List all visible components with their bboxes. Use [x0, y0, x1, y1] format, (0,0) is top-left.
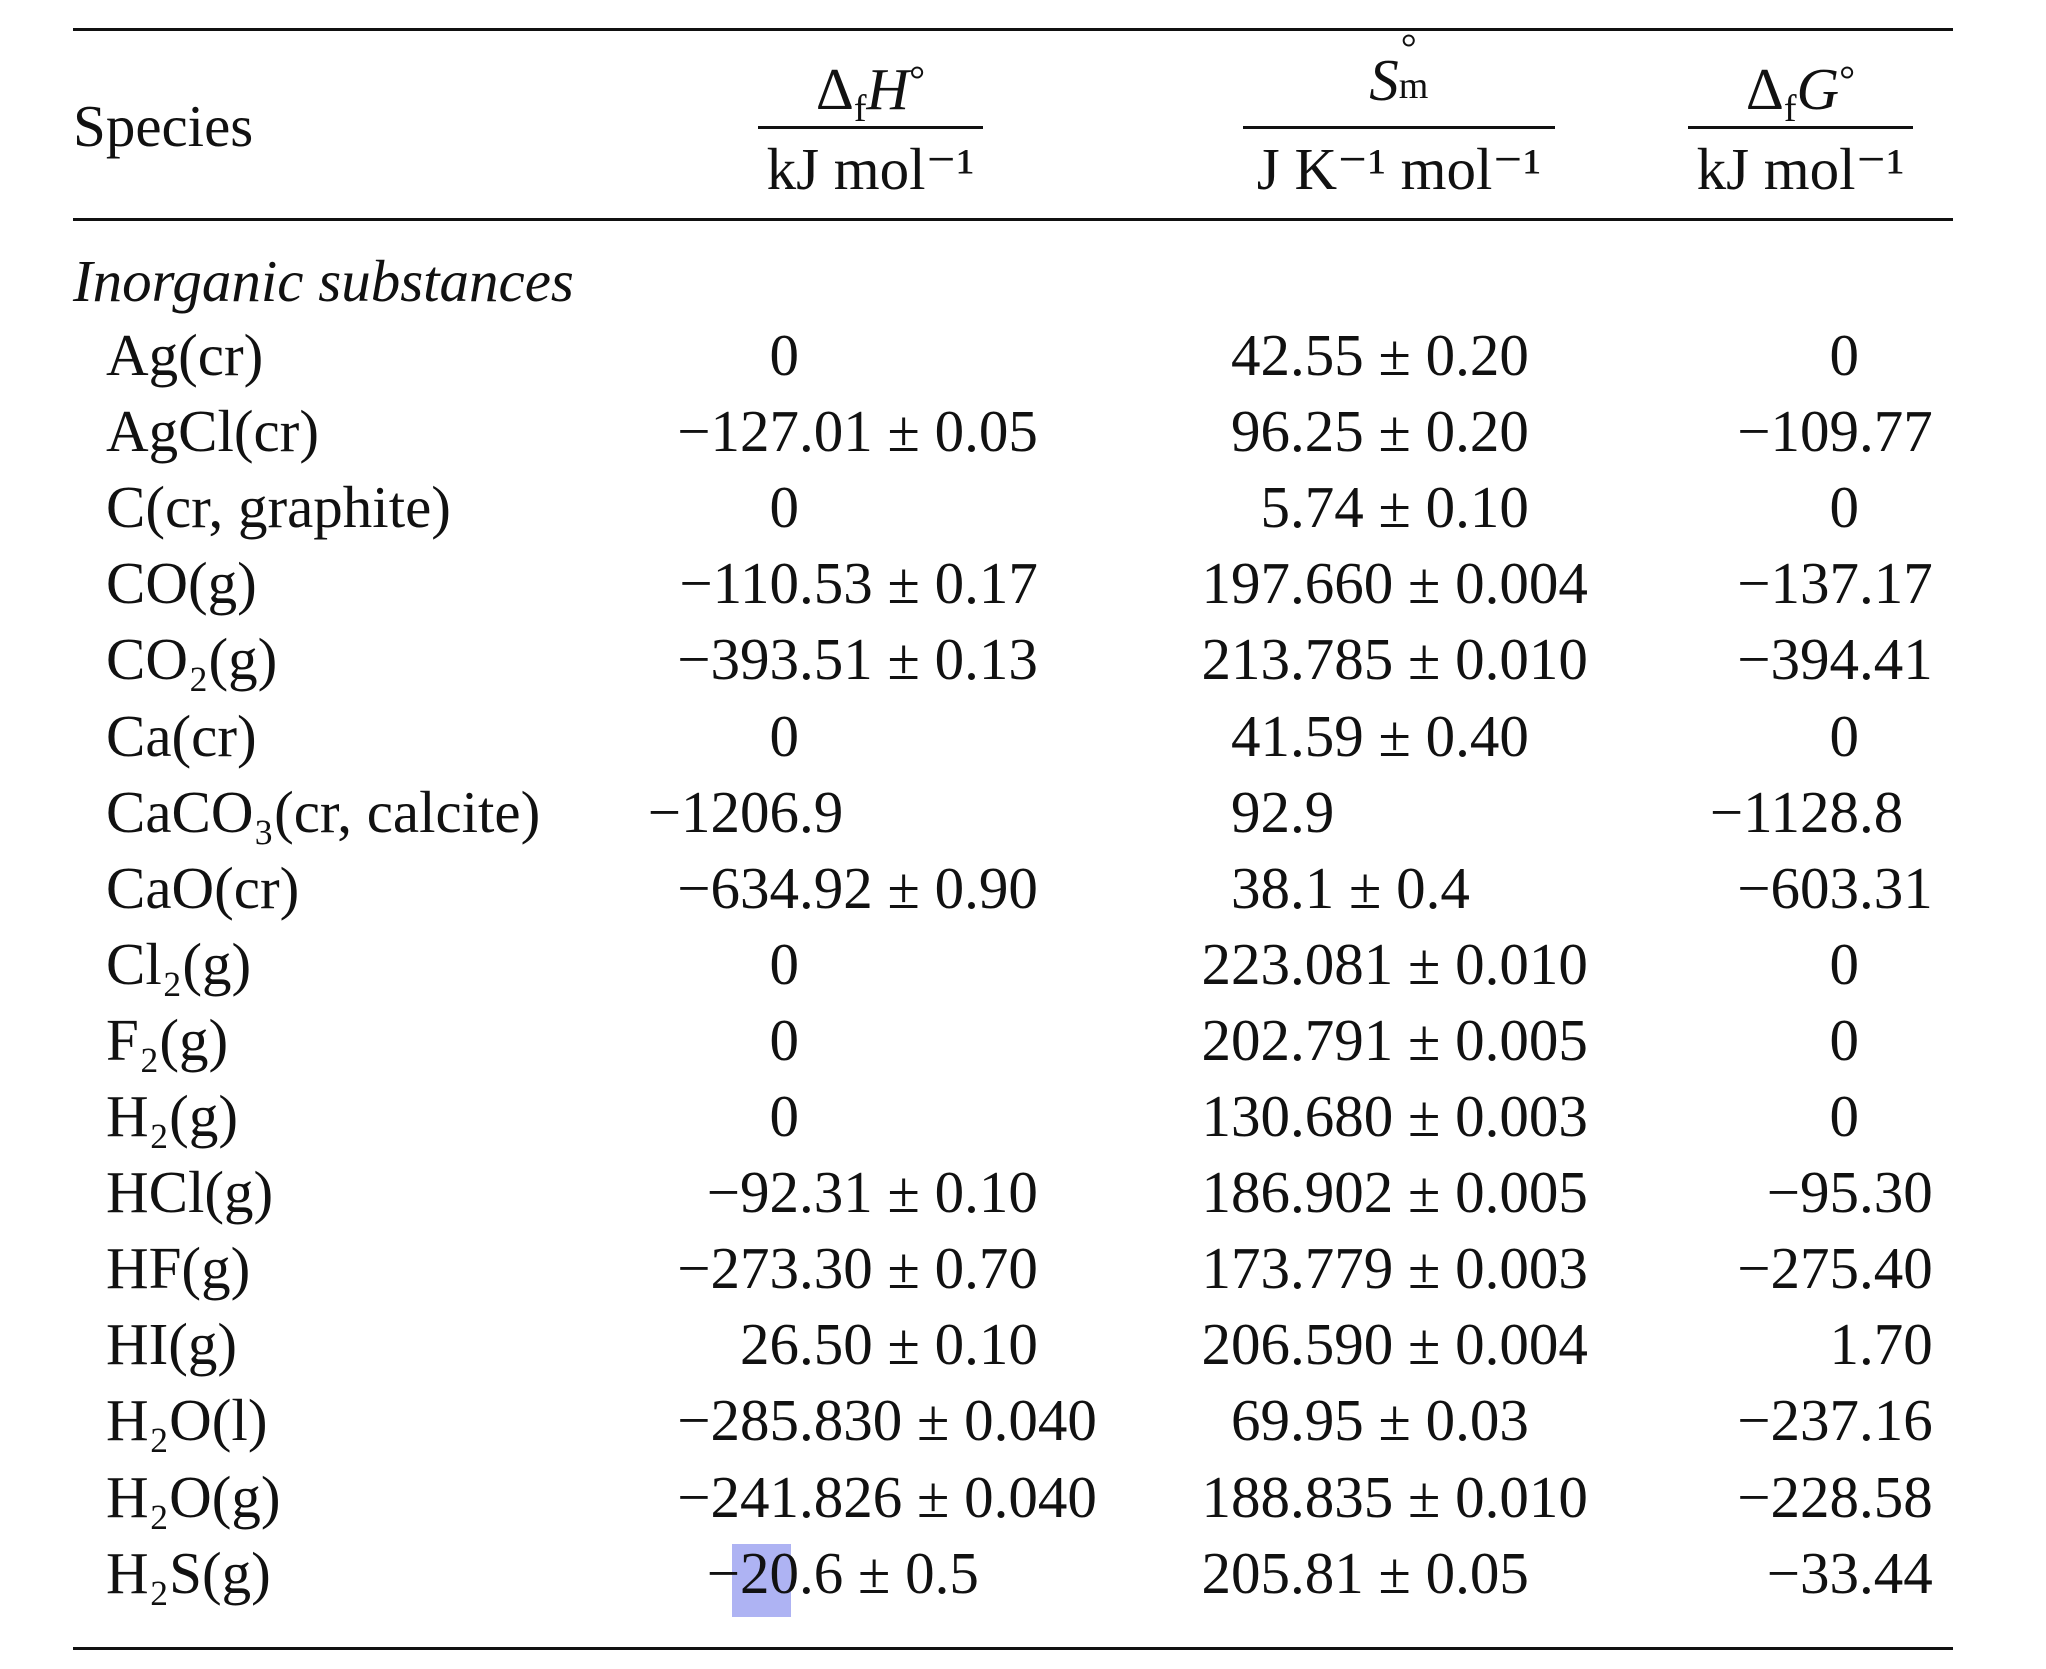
value-cell: 38.1 ± 0.4	[1231, 854, 1470, 921]
value-cell: −273.30 ± 0.70	[677, 1235, 1038, 1302]
header-rule	[73, 218, 1953, 221]
superscript: °	[1839, 57, 1856, 102]
value-cell: −110.53 ± 0.17	[679, 550, 1038, 617]
header-enthalpy: ΔfH° kJ mol⁻¹	[758, 40, 983, 209]
header-species: Species	[73, 93, 254, 159]
value-cell: −109.77	[1737, 398, 1933, 465]
value-cell: −275.40	[1737, 1235, 1933, 1302]
value-cell: 69.95 ± 0.03	[1231, 1387, 1529, 1454]
header-numerator: ΔfG°	[1688, 40, 1913, 130]
bottom-rule	[73, 1647, 1953, 1650]
species-cell: CaCO₃(cr, calcite)	[106, 778, 541, 845]
value-cell: −1206.9	[647, 778, 844, 845]
header-unit: kJ mol⁻¹	[766, 136, 975, 202]
value-cell: −1128.8	[1709, 778, 1904, 845]
species-cell: Cl₂(g)	[106, 930, 252, 997]
superscript: °	[1400, 25, 1417, 70]
value-cell: 5.74 ± 0.10	[1260, 474, 1529, 541]
symbol: Δ	[815, 56, 854, 122]
value-cell: −137.17	[1737, 550, 1933, 617]
header-gibbs: ΔfG° kJ mol⁻¹	[1688, 40, 1913, 209]
value-cell: 173.779 ± 0.003	[1201, 1235, 1588, 1302]
symbol: G	[1796, 56, 1840, 122]
species-cell: CO₂(g)	[106, 626, 278, 693]
header-unit: kJ mol⁻¹	[1696, 136, 1905, 202]
value-cell: 197.660 ± 0.004	[1201, 550, 1588, 617]
value-cell: 0	[769, 1083, 800, 1149]
value-cell: 41.59 ± 0.40	[1231, 702, 1529, 769]
value-cell: 188.835 ± 0.010	[1201, 1463, 1588, 1530]
subscript: f	[1783, 88, 1797, 130]
value-cell: −228.58	[1737, 1463, 1933, 1530]
species-cell: H₂O(l)	[106, 1387, 268, 1454]
header-entropy: S ° m J K⁻¹ mol⁻¹	[1243, 28, 1555, 209]
value-cell: 206.590 ± 0.004	[1201, 1311, 1588, 1378]
species-cell: C(cr, graphite)	[106, 474, 451, 541]
species-cell: HCl(g)	[106, 1159, 274, 1226]
value-cell: −92.31 ± 0.10	[706, 1159, 1038, 1226]
value-cell: 0	[769, 930, 800, 997]
species-cell: F₂(g)	[106, 1006, 229, 1073]
value-cell: 186.902 ± 0.005	[1201, 1159, 1588, 1226]
species-cell: H₂O(g)	[106, 1463, 281, 1530]
species-cell: Ag(cr)	[106, 322, 264, 388]
symbol: S	[1369, 47, 1399, 113]
value-cell: 1.70	[1829, 1311, 1933, 1378]
value-cell: 26.50 ± 0.10	[740, 1311, 1038, 1378]
value-cell: 92.9	[1231, 778, 1335, 845]
value-cell: 0	[769, 474, 800, 541]
value-cell: 0	[1829, 322, 1860, 388]
value-cell: −634.92 ± 0.90	[677, 854, 1038, 921]
value-cell: 0	[1829, 702, 1860, 769]
value-cell: −127.01 ± 0.05	[677, 398, 1038, 465]
value-cell: 223.081 ± 0.010	[1201, 930, 1588, 997]
subscript: m	[1398, 65, 1429, 107]
header-numerator: S ° m	[1243, 28, 1555, 129]
value-cell: −33.44	[1766, 1539, 1933, 1606]
value-cell: −285.830 ± 0.040	[677, 1387, 1097, 1454]
species-cell: AgCl(cr)	[106, 398, 319, 465]
value-cell: 96.25 ± 0.20	[1231, 398, 1529, 465]
value-cell: −393.51 ± 0.13	[677, 626, 1038, 693]
header-unit: J K⁻¹ mol⁻¹	[1256, 136, 1542, 202]
value-cell: 42.55 ± 0.20	[1231, 322, 1529, 388]
species-cell: Ca(cr)	[106, 702, 257, 769]
value-cell: 130.680 ± 0.003	[1201, 1083, 1588, 1149]
section-label: Inorganic substances	[73, 248, 574, 314]
value-cell: −603.31	[1737, 854, 1933, 921]
symbol: H	[866, 56, 910, 122]
value-cell: 0	[1829, 1083, 1860, 1149]
header-numerator: ΔfH°	[758, 40, 983, 130]
value-cell: 0	[769, 1006, 800, 1073]
species-cell: H₂(g)	[106, 1083, 238, 1149]
value-cell: −95.30	[1766, 1159, 1933, 1226]
species-cell: CO(g)	[106, 550, 257, 617]
value-cell: −394.41	[1737, 626, 1933, 693]
top-rule	[73, 28, 1953, 31]
superscript: °	[909, 57, 926, 102]
symbol: Δ	[1745, 56, 1784, 122]
value-cell: 202.791 ± 0.005	[1201, 1006, 1588, 1073]
value-cell: 0	[1829, 1006, 1860, 1073]
value-cell: 213.785 ± 0.010	[1201, 626, 1588, 693]
species-cell: HI(g)	[106, 1311, 238, 1378]
value-cell: 0	[1829, 930, 1860, 997]
value-cell: −20.6 ± 0.5	[706, 1539, 979, 1606]
species-cell: CaO(cr)	[106, 854, 300, 921]
subscript: f	[853, 88, 867, 130]
value-cell: −241.826 ± 0.040	[677, 1463, 1097, 1530]
value-cell: 0	[1829, 474, 1860, 541]
value-cell: 0	[769, 322, 800, 388]
value-cell: 0	[769, 702, 800, 769]
species-cell: HF(g)	[106, 1235, 251, 1302]
species-cell: H₂S(g)	[106, 1539, 271, 1606]
value-cell: −237.16	[1737, 1387, 1933, 1454]
text-selection	[732, 1544, 791, 1617]
value-cell: 205.81 ± 0.05	[1201, 1539, 1529, 1606]
